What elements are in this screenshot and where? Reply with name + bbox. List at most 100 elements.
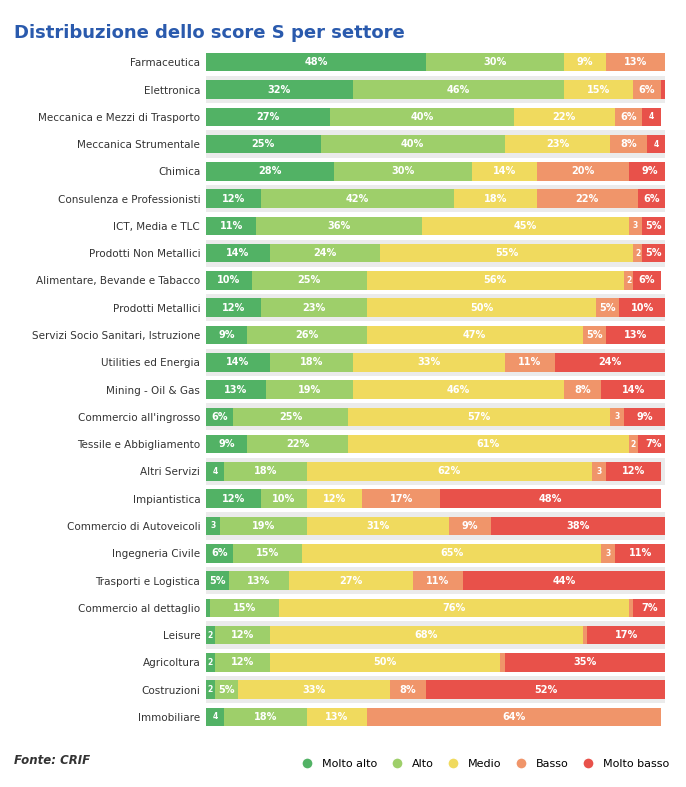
Bar: [261, 490, 307, 508]
Text: 26%: 26%: [295, 330, 318, 340]
Bar: [206, 408, 233, 426]
Text: 10%: 10%: [631, 303, 654, 312]
Bar: [565, 380, 601, 399]
Text: 12%: 12%: [222, 493, 245, 504]
Bar: [615, 544, 665, 563]
Text: 23%: 23%: [303, 303, 325, 312]
Bar: [206, 571, 228, 589]
Bar: [206, 53, 427, 72]
Text: 14%: 14%: [493, 166, 516, 176]
Bar: [228, 571, 289, 589]
Bar: [611, 408, 624, 426]
Bar: [215, 653, 270, 671]
Bar: [233, 408, 348, 426]
Bar: [473, 162, 536, 180]
Text: 12%: 12%: [622, 467, 645, 476]
Bar: [643, 244, 665, 262]
Text: 11%: 11%: [426, 575, 449, 586]
Text: 9%: 9%: [577, 57, 593, 67]
Bar: [565, 53, 606, 72]
Bar: [270, 626, 582, 645]
Text: 17%: 17%: [390, 493, 413, 504]
Text: 25%: 25%: [298, 275, 321, 286]
Bar: [206, 462, 224, 481]
Bar: [265, 380, 353, 399]
Bar: [330, 108, 514, 126]
Text: 13%: 13%: [224, 385, 247, 394]
Bar: [596, 298, 619, 317]
FancyBboxPatch shape: [206, 267, 665, 294]
Bar: [215, 680, 238, 699]
FancyBboxPatch shape: [206, 458, 665, 485]
Bar: [261, 190, 454, 208]
Text: Fonte: CRIF: Fonte: CRIF: [14, 754, 90, 767]
Bar: [619, 298, 665, 317]
Text: 24%: 24%: [599, 357, 622, 368]
Bar: [206, 490, 261, 508]
FancyBboxPatch shape: [206, 567, 665, 594]
Text: 9%: 9%: [462, 521, 478, 531]
Bar: [320, 135, 504, 153]
Text: 45%: 45%: [514, 221, 537, 231]
Text: 18%: 18%: [254, 712, 277, 722]
Text: 62%: 62%: [438, 467, 461, 476]
Bar: [238, 680, 390, 699]
Bar: [504, 353, 555, 371]
Bar: [624, 272, 633, 290]
Bar: [611, 135, 647, 153]
Bar: [270, 244, 381, 262]
Bar: [307, 708, 367, 726]
Text: 5%: 5%: [218, 685, 235, 695]
Text: 6%: 6%: [620, 112, 637, 122]
Text: 18%: 18%: [484, 194, 507, 204]
Legend: Molto alto, Alto, Medio, Basso, Molto basso: Molto alto, Alto, Medio, Basso, Molto ba…: [292, 755, 674, 774]
Text: 13%: 13%: [624, 330, 647, 340]
Text: 6%: 6%: [643, 194, 660, 204]
Bar: [348, 408, 611, 426]
Bar: [224, 462, 307, 481]
Bar: [206, 544, 233, 563]
Bar: [289, 571, 413, 589]
Bar: [348, 435, 628, 453]
Bar: [353, 353, 504, 371]
Text: 4: 4: [654, 139, 659, 149]
Bar: [463, 571, 665, 589]
Text: 13%: 13%: [325, 712, 348, 722]
Bar: [381, 244, 633, 262]
Text: 9%: 9%: [218, 439, 235, 449]
Bar: [215, 626, 270, 645]
Bar: [367, 298, 597, 317]
Bar: [555, 353, 665, 371]
Text: 50%: 50%: [373, 657, 397, 667]
Text: 17%: 17%: [615, 630, 638, 640]
Bar: [206, 190, 261, 208]
Bar: [490, 517, 665, 535]
Text: 14%: 14%: [226, 248, 250, 258]
Text: 11%: 11%: [518, 357, 541, 368]
Text: 12%: 12%: [222, 194, 245, 204]
Bar: [206, 353, 270, 371]
Bar: [633, 272, 661, 290]
Text: 3: 3: [605, 549, 611, 558]
FancyBboxPatch shape: [206, 185, 665, 212]
Text: 9%: 9%: [218, 330, 235, 340]
Text: 27%: 27%: [339, 575, 362, 586]
Bar: [206, 272, 252, 290]
Text: 5%: 5%: [209, 575, 226, 586]
Bar: [206, 216, 257, 235]
Bar: [638, 435, 670, 453]
Bar: [592, 462, 606, 481]
Bar: [367, 326, 582, 344]
Text: 2: 2: [208, 658, 213, 667]
Bar: [206, 517, 220, 535]
Text: 76%: 76%: [442, 603, 466, 613]
Bar: [628, 599, 633, 617]
FancyBboxPatch shape: [206, 704, 665, 730]
Text: 4: 4: [649, 113, 654, 121]
FancyBboxPatch shape: [206, 294, 665, 321]
Text: 6%: 6%: [211, 412, 228, 422]
FancyBboxPatch shape: [206, 349, 665, 376]
FancyBboxPatch shape: [206, 157, 665, 185]
Text: 18%: 18%: [300, 357, 323, 368]
Text: 8%: 8%: [620, 139, 637, 149]
